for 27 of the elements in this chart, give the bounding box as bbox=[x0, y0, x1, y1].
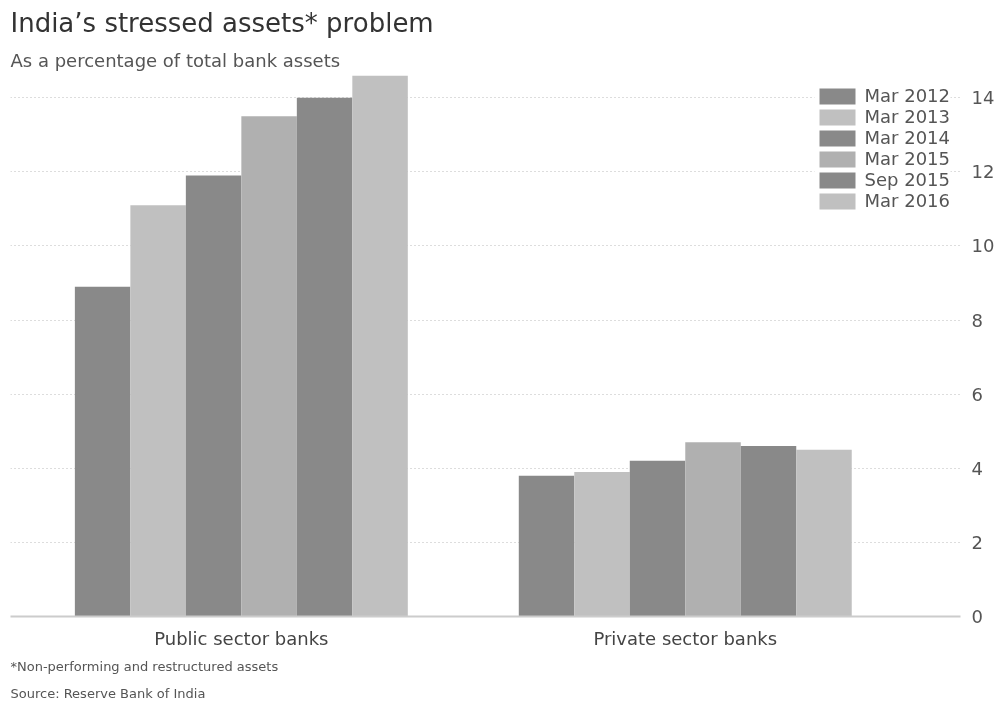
y-tick-label: 6 bbox=[971, 383, 983, 405]
legend-label: Sep 2015 bbox=[864, 169, 950, 190]
bar bbox=[629, 460, 686, 617]
bar bbox=[185, 175, 242, 617]
text: *Non-performing and restructured assets bbox=[10, 658, 279, 674]
chart-subtitle: As a percentage of total bank assets bbox=[10, 49, 341, 71]
bar bbox=[740, 446, 797, 617]
source-note: Source: Reserve Bank of India bbox=[10, 685, 206, 701]
y-tick-label: 4 bbox=[971, 457, 983, 479]
y-tick-label: 10 bbox=[971, 235, 995, 257]
legend-label: Mar 2015 bbox=[864, 148, 950, 169]
x-tick-label: Private sector banks bbox=[593, 627, 778, 649]
bar bbox=[74, 286, 131, 617]
bar bbox=[685, 442, 741, 617]
y-tick-label: 0 bbox=[971, 606, 983, 627]
y-tick-label: 2 bbox=[971, 531, 983, 553]
legend-label: Mar 2013 bbox=[864, 106, 950, 127]
legend-label: Mar 2016 bbox=[864, 190, 950, 211]
legend-label: Mar 2014 bbox=[864, 127, 950, 148]
bar bbox=[518, 475, 575, 617]
y-tick-label: 14 bbox=[971, 87, 995, 109]
legend-label: Mar 2012 bbox=[864, 85, 950, 106]
chart-title: India’s stressed assets* problem bbox=[10, 7, 434, 38]
x-tick-label: Public sector banks bbox=[154, 627, 329, 649]
y-tick-label: 12 bbox=[971, 161, 995, 183]
y-tick-label: 8 bbox=[971, 309, 983, 331]
bar bbox=[296, 97, 353, 617]
